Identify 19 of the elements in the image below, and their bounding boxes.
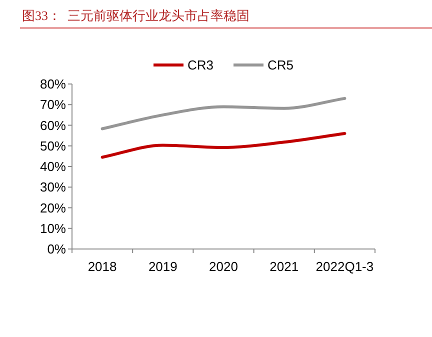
x-tick-label: 2020 — [209, 259, 238, 274]
x-tick-label: 2018 — [88, 259, 117, 274]
line-series — [100, 132, 346, 159]
y-tick-label: 80% — [40, 76, 66, 92]
x-tick-label: 2022Q1-3 — [316, 259, 374, 274]
x-tick-label: 2021 — [270, 259, 299, 274]
y-tick-label: 30% — [40, 180, 66, 195]
y-tick-label: 10% — [40, 220, 66, 236]
x-tick-label: 2019 — [148, 259, 178, 274]
y-tick-label: 20% — [40, 200, 66, 216]
y-tick-label: 40% — [40, 159, 66, 174]
y-tick-label: 0% — [47, 242, 66, 256]
y-tick-label: 70% — [40, 97, 66, 112]
y-tick-label: 50% — [40, 138, 66, 154]
line-series — [100, 96, 346, 130]
legend-label: CR3 — [188, 58, 214, 72]
y-tick-label: 60% — [40, 118, 66, 133]
chart-title: 图33： 三元前驱体行业龙头市占率稳固 — [22, 8, 250, 23]
legend-label: CR5 — [268, 58, 294, 72]
